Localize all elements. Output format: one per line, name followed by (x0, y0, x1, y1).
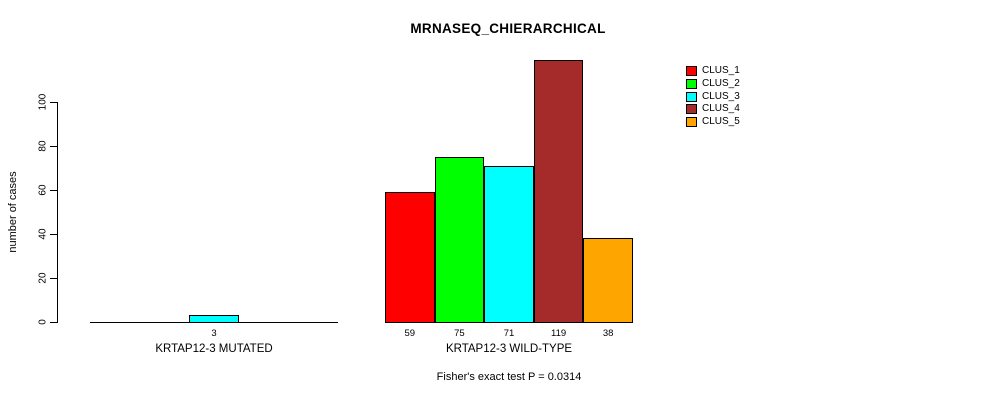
group-label-krtap12-3-wild-type: KRTAP12-3 WILD-TYPE (445, 343, 573, 355)
legend-row-clus_5: CLUS_5 (686, 116, 740, 129)
bar-value-label: 59 (404, 328, 416, 339)
bar-clus_3-krtap12-3-wild-type (484, 165, 534, 323)
bar-value-label: 71 (503, 328, 515, 339)
bar-clus_1-krtap12-3-wild-type (385, 192, 435, 323)
bar-value-label: 38 (602, 328, 614, 339)
y-tick-label: 0 (37, 319, 49, 325)
y-tick-mark (50, 234, 57, 235)
legend-swatch-icon (686, 91, 697, 102)
legend-label: CLUS_2 (702, 78, 740, 90)
legend-label: CLUS_1 (702, 65, 740, 77)
bar-clus_4-krtap12-3-wild-type (533, 60, 584, 323)
bar-value-label: 119 (551, 328, 567, 339)
legend-row-clus_3: CLUS_3 (686, 90, 740, 103)
y-tick-label: 60 (37, 184, 49, 196)
legend-swatch-icon (686, 79, 697, 90)
bar-value-label: 3 (211, 328, 217, 339)
bar-clus_3-krtap12-3-mutated (189, 315, 239, 323)
legend-row-clus_1: CLUS_1 (686, 65, 740, 78)
legend: CLUS_1 CLUS_2 CLUS_3 CLUS_4 CLUS_5 (686, 65, 740, 128)
bar-value-label: 75 (454, 328, 465, 339)
legend-swatch-icon (686, 66, 697, 77)
legend-label: CLUS_5 (702, 116, 740, 128)
legend-label: CLUS_3 (702, 90, 740, 102)
bar-clus_5-krtap12-3-wild-type (583, 238, 633, 323)
y-tick-label: 100 (37, 93, 49, 111)
legend-row-clus_4: CLUS_4 (686, 103, 740, 116)
y-tick-mark (50, 190, 57, 191)
legend-swatch-icon (686, 104, 697, 115)
legend-label: CLUS_4 (702, 103, 740, 115)
legend-row-clus_2: CLUS_2 (686, 78, 740, 91)
chart-title: MRNASEQ_CHIERARCHICAL (410, 21, 606, 36)
y-tick-label: 40 (37, 228, 49, 240)
y-axis-line (57, 102, 58, 323)
y-tick-mark (50, 146, 57, 147)
group-label-krtap12-3-mutated: KRTAP12-3 MUTATED (155, 343, 273, 355)
footnote-pvalue: Fisher's exact test P = 0.0314 (436, 371, 582, 383)
y-tick-mark (50, 102, 57, 103)
legend-swatch-icon (686, 117, 697, 128)
y-tick-label: 20 (37, 272, 49, 284)
y-tick-mark (50, 278, 57, 279)
bar-clus_2-krtap12-3-wild-type (434, 157, 485, 323)
y-tick-mark (50, 322, 57, 323)
y-tick-label: 80 (37, 140, 49, 152)
